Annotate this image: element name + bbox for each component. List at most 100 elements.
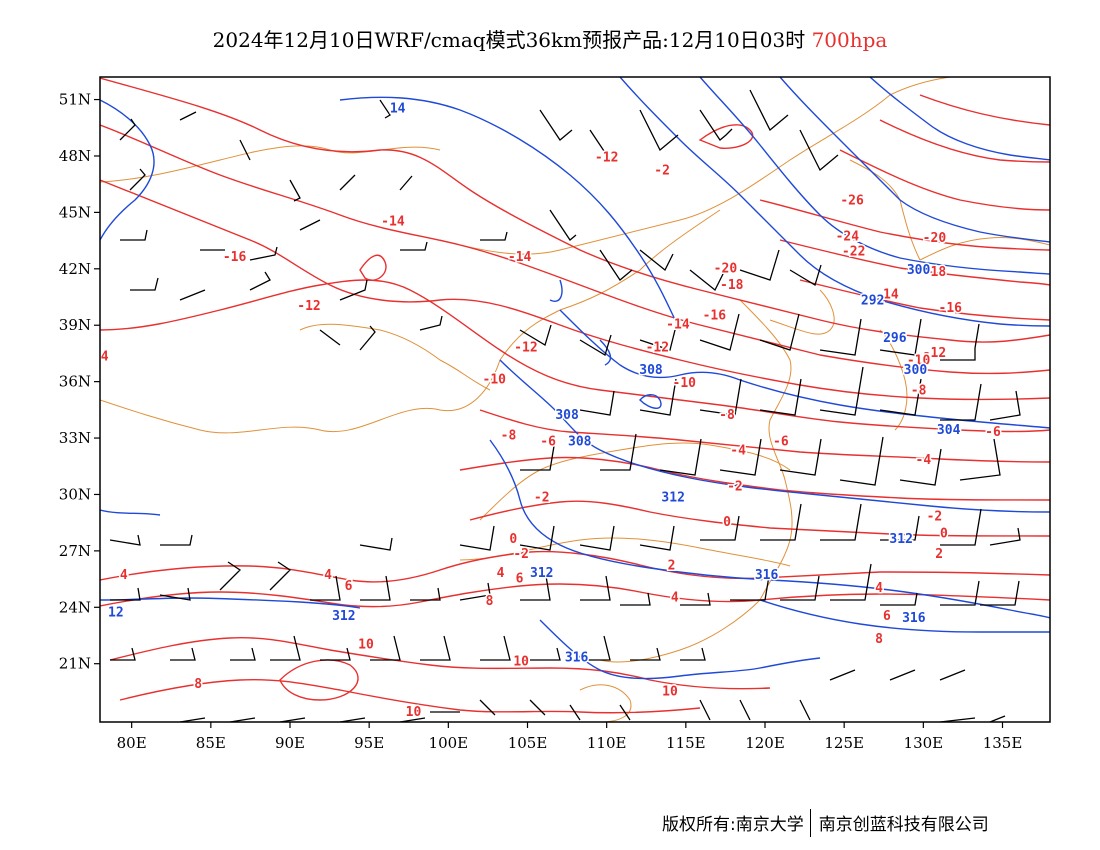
temperature-contour-label: 4 xyxy=(875,581,883,596)
temperature-contour-label: -14 xyxy=(85,350,109,365)
temperature-contour-label: -6 xyxy=(773,434,789,449)
lon-tick-label: 105E xyxy=(508,734,548,752)
geopotential-labels: 14 308 308 308 312 312 312 12 316 316 300 292 296 300… xyxy=(107,100,963,667)
temperature-contour-label: -18 xyxy=(923,265,947,280)
lon-tick-label: 115E xyxy=(666,734,706,752)
lat-tick-label: 42N xyxy=(59,260,91,278)
temperature-contour-label: -16 xyxy=(703,308,727,323)
geopotential-contour-label: 300 xyxy=(907,263,931,278)
lat-tick-label: 39N xyxy=(59,316,91,334)
temperature-contour-label: 10 xyxy=(406,705,422,720)
geopotential-contour-label: 308 xyxy=(555,408,579,423)
lat-tick-label: 36N xyxy=(59,373,91,391)
temperature-contour-label: 6 xyxy=(883,609,891,624)
map-title: 2024年12月10日WRF/cmaq模式36km预报产品:12月10日03时 … xyxy=(0,24,1100,53)
temperature-contour-label: 0 xyxy=(723,515,731,530)
title-level: 700hpa xyxy=(811,28,888,52)
temperature-contour-label: -4 xyxy=(916,453,932,468)
temperature-contour-label: -12 xyxy=(646,340,669,355)
temperature-contour-label: -6 xyxy=(540,434,556,449)
temperature-contour-label: 4 xyxy=(497,566,505,581)
temperature-contour-label: 2 xyxy=(668,558,676,573)
temperature-contour-label: -10 xyxy=(907,353,931,368)
geopotential-contour-label: 316 xyxy=(755,568,779,583)
geopotential-contour-label: 316 xyxy=(565,651,589,666)
temperature-contour-label: -22 xyxy=(842,244,865,259)
lon-tick-label: 85E xyxy=(196,734,226,752)
wind-barbs xyxy=(109,89,1021,722)
title-main: 2024年12月10日WRF/cmaq模式36km预报产品:12月10日03时 xyxy=(212,28,806,52)
lon-tick-label: 80E xyxy=(117,734,147,752)
geopotential-contour-label: 312 xyxy=(889,532,912,547)
temperature-contour-label: 4 xyxy=(120,568,128,583)
temperature-contour-label: -14 xyxy=(508,250,532,265)
temperature-contour-label: -12 xyxy=(595,150,618,165)
lon-tick-label: 95E xyxy=(354,734,384,752)
geopotential-contour-label: 308 xyxy=(639,363,663,378)
temperature-contour-label: 6 xyxy=(345,579,353,594)
temperature-contour-label: 10 xyxy=(662,684,678,699)
temperature-contour-label: 8 xyxy=(194,677,202,692)
geopotential-contour-label: 312 xyxy=(332,609,355,624)
geopotential-contour-label: 300 xyxy=(904,363,928,378)
temperature-contour-label: -14 xyxy=(875,288,899,303)
lon-tick-label: 135E xyxy=(983,734,1023,752)
temperature-contour-label: -20 xyxy=(923,231,947,246)
temperature-contour-label: 0 xyxy=(940,526,948,541)
temperature-contour-label: 4 xyxy=(324,568,332,583)
longitude-axis: 80E 85E 90E 95E 100E 105E 110E 115E 120E 125E 130E… xyxy=(117,722,1023,752)
footer-divider xyxy=(809,809,811,837)
latitude-axis: 51N 48N 45N 42N 39N 36N 33N 30N 27N 24N 21N xyxy=(59,91,100,673)
geopotential-contour-label: 296 xyxy=(883,331,907,346)
temperature-contour-label: -26 xyxy=(840,194,864,209)
temperature-contour-label: -2 xyxy=(927,510,943,525)
temperature-contour-label: -12 xyxy=(297,299,320,314)
lon-tick-label: 100E xyxy=(429,734,469,752)
temperature-contour-label: -4 xyxy=(730,444,746,459)
geopotential-contour-label: 304 xyxy=(937,423,961,438)
geopotential-contour-label: 14 xyxy=(390,101,406,116)
temperature-contour-label: -20 xyxy=(714,261,738,276)
lon-tick-label: 90E xyxy=(275,734,305,752)
geopotential-contour-label: 12 xyxy=(108,605,124,620)
temperature-contour-label: -18 xyxy=(720,278,744,293)
temperature-contour-label: -10 xyxy=(673,376,697,391)
lat-tick-label: 21N xyxy=(59,655,91,673)
temperature-contour-label: -8 xyxy=(501,429,517,444)
lat-tick-label: 51N xyxy=(59,91,91,109)
lon-tick-label: 110E xyxy=(587,734,627,752)
lat-tick-label: 24N xyxy=(59,598,91,616)
lon-tick-label: 120E xyxy=(745,734,785,752)
temperature-contour-label: -14 xyxy=(381,214,405,229)
temperature-contour-label: 4 xyxy=(671,590,679,605)
geopotential-contour-label: 292 xyxy=(861,293,884,308)
lat-tick-label: 45N xyxy=(59,203,91,221)
geopotential-contour-label: 312 xyxy=(661,491,684,506)
temperature-contour-label: -2 xyxy=(727,479,743,494)
temperature-contour-label: 2 xyxy=(935,547,943,562)
lat-tick-label: 48N xyxy=(59,147,91,165)
lon-tick-label: 130E xyxy=(904,734,944,752)
temperature-contour-label: 10 xyxy=(513,654,529,669)
temperature-labels: -14-16-14-12-14-12-2-12-10-8 -6-20-24 684 4… xyxy=(85,149,1002,722)
temperature-contour-label: -12 xyxy=(923,346,946,361)
temperature-contour-label: 0 xyxy=(509,532,517,547)
temperature-contour-label: 8 xyxy=(486,594,494,609)
temperature-contour-label: -12 xyxy=(514,340,537,355)
copyright-footer: 版权所有:南京大学 南京创蓝科技有限公司 xyxy=(662,809,989,839)
temperature-contour-label: -8 xyxy=(911,384,927,399)
temperature-contour-label: -14 xyxy=(666,318,690,333)
temperature-contour-label: -24 xyxy=(836,229,860,244)
temperature-contour-label: -16 xyxy=(223,250,247,265)
temperature-contour-label: 8 xyxy=(875,632,883,647)
lon-tick-label: 125E xyxy=(824,734,864,752)
footer-company: 南京创蓝科技有限公司 xyxy=(818,815,989,835)
temperature-contour-label: 6 xyxy=(516,572,524,587)
temperature-contour-label: -2 xyxy=(513,547,529,562)
temperature-contour-label: -8 xyxy=(719,408,735,423)
lat-tick-label: 30N xyxy=(59,485,91,503)
temperature-contour-label: 10 xyxy=(358,637,374,652)
footer-owner: 版权所有:南京大学 xyxy=(662,815,804,835)
temperature-contour-label: -6 xyxy=(985,425,1001,440)
temperature-contours xyxy=(100,77,1050,714)
